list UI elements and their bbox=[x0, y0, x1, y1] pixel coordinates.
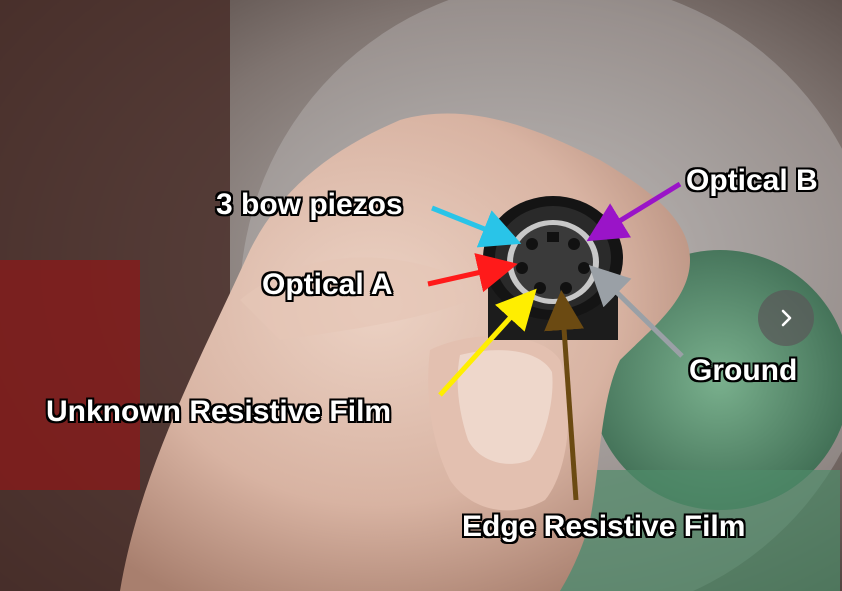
edge-resistive-film-label: Edge Resistive Film bbox=[462, 510, 746, 543]
carousel-next-button[interactable] bbox=[758, 290, 814, 346]
optical-b-label: Optical B bbox=[686, 164, 818, 197]
optical-a-label: Optical A bbox=[262, 268, 393, 301]
bow-piezos-label: 3 bow piezos bbox=[216, 188, 403, 221]
ground-label: Ground bbox=[689, 354, 798, 387]
chevron-right-icon bbox=[781, 309, 792, 327]
unknown-resistive-film-label: Unknown Resistive Film bbox=[46, 395, 392, 428]
